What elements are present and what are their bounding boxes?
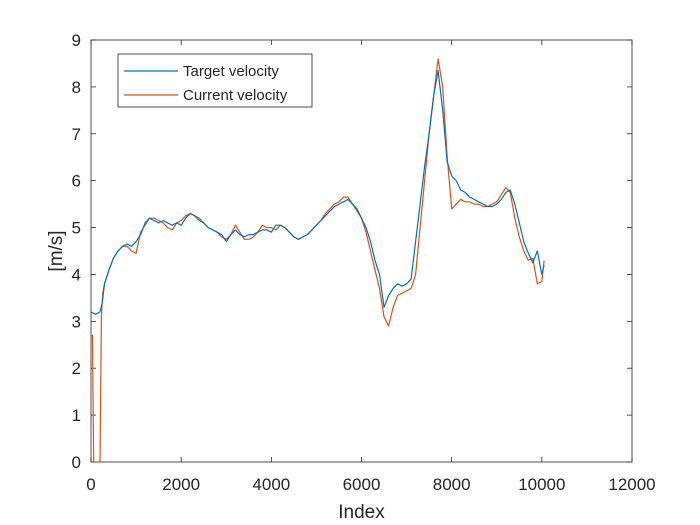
axis-ticks: 0 2000 4000 6000 8000 10000 12000 0 1 2 3 4 5 6 7 8 9 (72, 31, 656, 494)
legend-label-current-velocity: Current velocity (183, 87, 288, 104)
legend-label-target-velocity: Target velocity (183, 63, 279, 80)
y-tick-label: 5 (72, 219, 81, 238)
y-tick-label: 6 (72, 172, 81, 191)
x-tick-label: 0 (86, 475, 95, 494)
y-tick-label: 3 (72, 312, 81, 331)
y-tick-label: 1 (72, 406, 81, 425)
y-tick-label: 7 (72, 125, 81, 144)
x-axis-label: Index (338, 502, 385, 523)
x-tick-label: 2000 (162, 475, 200, 494)
x-tick-label: 4000 (252, 475, 290, 494)
y-tick-label: 8 (72, 78, 81, 97)
series-layer (90, 58, 545, 463)
x-tick-label: 12000 (608, 475, 655, 494)
y-tick-label: 2 (72, 359, 81, 378)
legend: Target velocity Current velocity (117, 53, 313, 108)
y-tick-label: 9 (72, 31, 81, 50)
y-tick-label: 0 (72, 453, 81, 472)
plot-area (90, 39, 633, 463)
x-tick-label: 10000 (518, 475, 565, 494)
legend-box (117, 53, 313, 108)
y-axis-label: [m/s] (46, 230, 67, 271)
series-line-target-velocity (90, 69, 545, 315)
x-tick-label: 6000 (343, 475, 381, 494)
y-tick-label: 4 (72, 265, 81, 284)
x-tick-label: 8000 (433, 475, 471, 494)
